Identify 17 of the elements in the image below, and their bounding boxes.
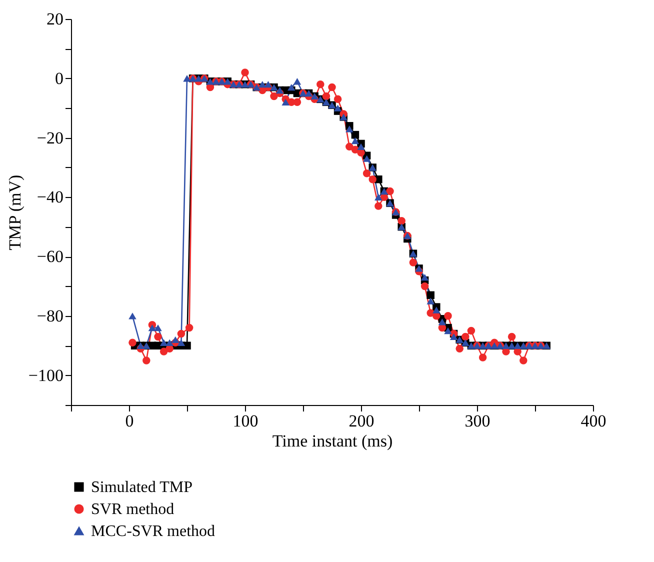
y-tick-label: −100 <box>28 366 64 385</box>
y-tick-label: −40 <box>36 188 64 207</box>
legend-label: Simulated TMP <box>91 479 193 496</box>
y-tick-label: 0 <box>55 68 64 88</box>
legend-label: SVR method <box>91 501 174 518</box>
x-tick-label: 200 <box>348 412 374 430</box>
x-axis-title: Time instant (ms) <box>272 432 393 450</box>
x-tick-label: 100 <box>232 412 258 430</box>
y-tick-label: 20 <box>46 10 64 28</box>
y-tick-label: −80 <box>36 306 64 326</box>
y-axis-title: TMP (mV) <box>5 174 24 250</box>
y-tick-label: −60 <box>36 247 64 266</box>
x-tick-label: 300 <box>464 412 490 430</box>
legend-label: MCC-SVR method <box>91 523 216 540</box>
y-tick-label: −20 <box>36 128 64 148</box>
x-tick-label: 400 <box>580 412 606 430</box>
x-tick-label: 0 <box>125 412 134 430</box>
